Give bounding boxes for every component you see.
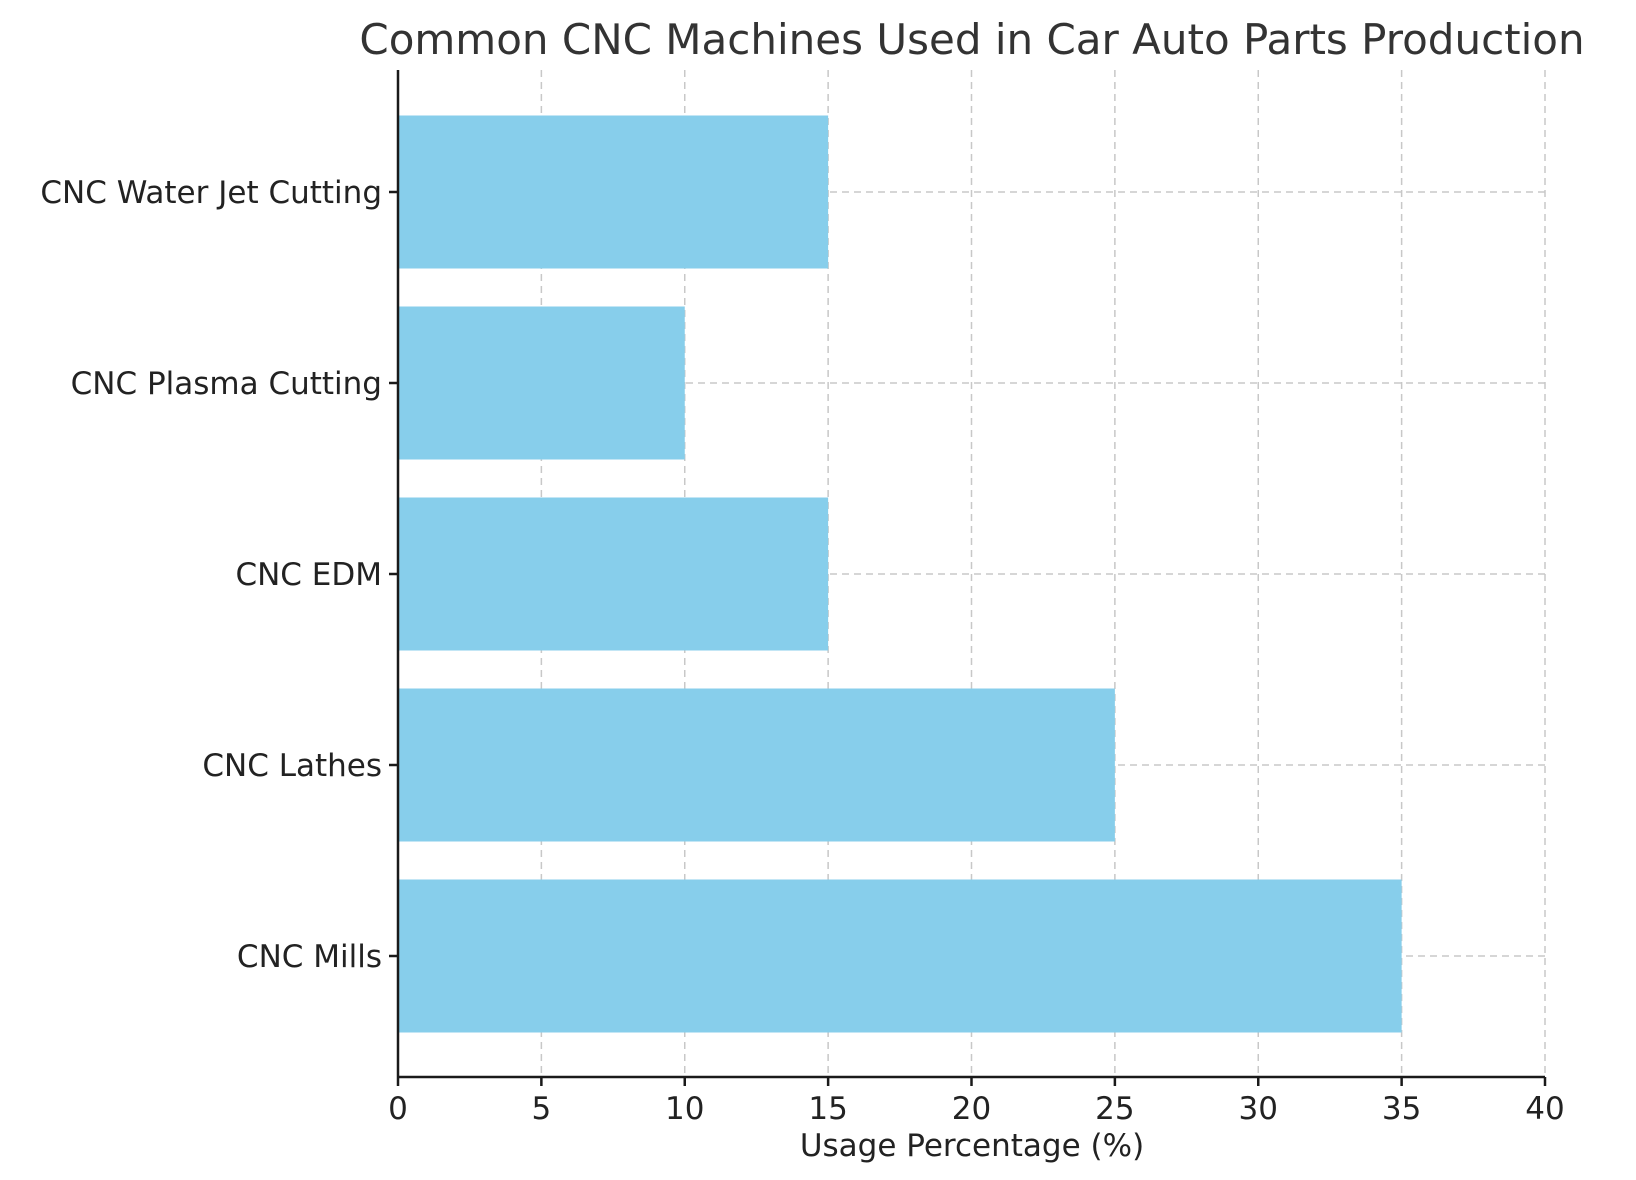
chart-title: Common CNC Machines Used in Car Auto Par…	[359, 15, 1584, 64]
x-tick-label: 40	[1525, 1091, 1564, 1127]
x-axis-label: Usage Percentage (%)	[800, 1128, 1144, 1164]
x-tick-label: 10	[665, 1091, 704, 1127]
bar	[398, 115, 829, 269]
bar	[398, 879, 1402, 1033]
y-tick-label: CNC Lathes	[202, 748, 382, 784]
x-tick-label: 5	[532, 1091, 552, 1127]
y-tick-label: CNC Mills	[237, 939, 382, 975]
bar	[398, 306, 685, 460]
x-tick-label: 0	[388, 1091, 408, 1127]
x-tick-label: 25	[1095, 1091, 1134, 1127]
y-tick-label: CNC Plasma Cutting	[71, 366, 382, 402]
y-ticks: CNC Mills CNC Lathes CNC EDM CNC Plasma Cut…	[40, 175, 398, 975]
bar	[398, 688, 1115, 842]
y-tick-label: CNC Water Jet Cutting	[40, 175, 382, 211]
bars	[398, 115, 1402, 1033]
x-tick-label: 35	[1382, 1091, 1421, 1127]
x-tick-label: 20	[952, 1091, 991, 1127]
x-tick-label: 30	[1239, 1091, 1278, 1127]
bar	[398, 497, 829, 651]
x-ticks: 0 5 10 15 20 25 30 35 40	[388, 1077, 1565, 1127]
x-tick-label: 15	[808, 1091, 847, 1127]
y-tick-label: CNC EDM	[235, 557, 382, 593]
